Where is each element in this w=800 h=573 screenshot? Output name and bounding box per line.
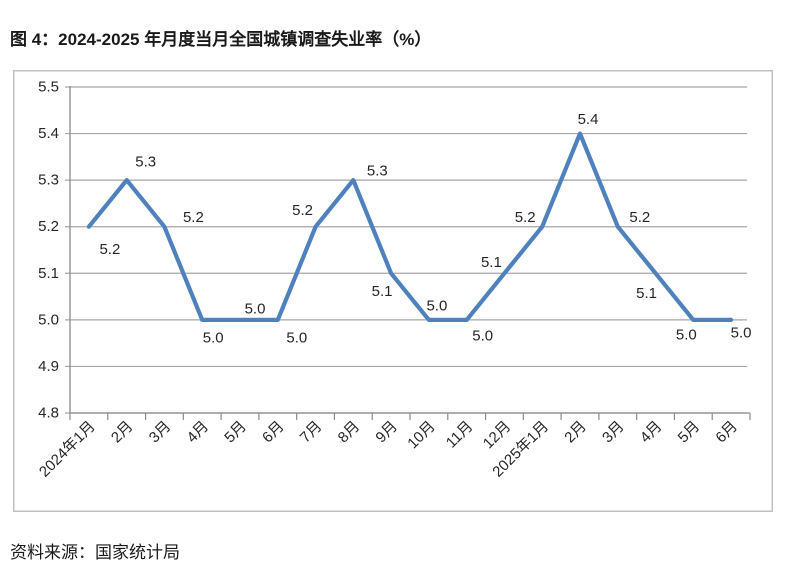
x-axis-category-label: 10月 — [404, 418, 438, 452]
data-label: 5.2 — [629, 209, 650, 226]
x-axis-category-label: 8月 — [335, 418, 364, 447]
x-axis-category-label: 5月 — [221, 418, 250, 447]
data-label: 5.0 — [676, 326, 697, 343]
data-label: 5.1 — [636, 285, 657, 302]
data-label: 5.3 — [135, 154, 156, 171]
data-label: 5.0 — [472, 327, 493, 344]
y-axis-tick-label: 5.2 — [38, 218, 59, 235]
x-axis-category-label: 7月 — [297, 418, 326, 447]
x-axis-category-label: 6月 — [712, 418, 741, 447]
chart-container: 5.5 5.4 5.3 5.2 5.1 5.0 4.9 4.8 2024年1月 2月 3月 4月 5月 6… — [13, 70, 773, 512]
data-label: 5.0 — [731, 324, 752, 341]
x-axis-category-label: 11月 — [443, 418, 477, 452]
data-label: 5.1 — [372, 283, 393, 300]
chart-border — [13, 70, 773, 512]
x-axis-category-label: 6月 — [259, 418, 288, 447]
data-label: 5.2 — [183, 209, 204, 226]
data-label: 5.0 — [426, 297, 447, 314]
y-axis-tick-label: 5.5 — [38, 79, 59, 96]
y-axis-tick-label: 5.1 — [38, 265, 59, 282]
x-axis-category-label: 4月 — [637, 418, 666, 447]
data-label: 5.3 — [367, 163, 388, 180]
y-axis-tick-label: 5.4 — [38, 125, 59, 142]
data-label: 5.0 — [286, 329, 307, 346]
x-axis-category-label: 2月 — [108, 418, 137, 447]
x-axis-category-label: 9月 — [372, 418, 401, 447]
x-axis-category-label: 3月 — [146, 418, 175, 447]
x-axis-category-label: 3月 — [599, 418, 628, 447]
x-axis-category-label: 2024年1月 — [36, 418, 99, 481]
data-label: 5.4 — [578, 111, 599, 128]
x-axis-category-label: 5月 — [675, 418, 704, 447]
x-axis-category-label: 4月 — [184, 418, 213, 447]
x-axis-category-label: 2月 — [561, 418, 590, 447]
y-axis-tick-label: 5.0 — [38, 311, 59, 328]
x-axis-category-label: 12月 — [480, 418, 514, 452]
data-label: 5.0 — [203, 329, 224, 346]
data-label: 5.2 — [292, 202, 313, 219]
data-label: 5.1 — [481, 254, 502, 271]
y-axis-tick-label: 5.3 — [38, 172, 59, 189]
data-label: 5.0 — [245, 300, 266, 317]
data-label: 5.2 — [515, 209, 536, 226]
figure-title: 图 4：2024-2025 年月度当月全国城镇调查失业率（%） — [10, 30, 432, 49]
y-axis-tick-label: 4.9 — [38, 358, 59, 375]
y-axis-tick-label: 4.8 — [38, 405, 59, 422]
data-label: 5.2 — [99, 241, 120, 258]
source-note: 资料来源：国家统计局 — [10, 543, 180, 562]
unemployment-rate-line — [86, 131, 734, 322]
